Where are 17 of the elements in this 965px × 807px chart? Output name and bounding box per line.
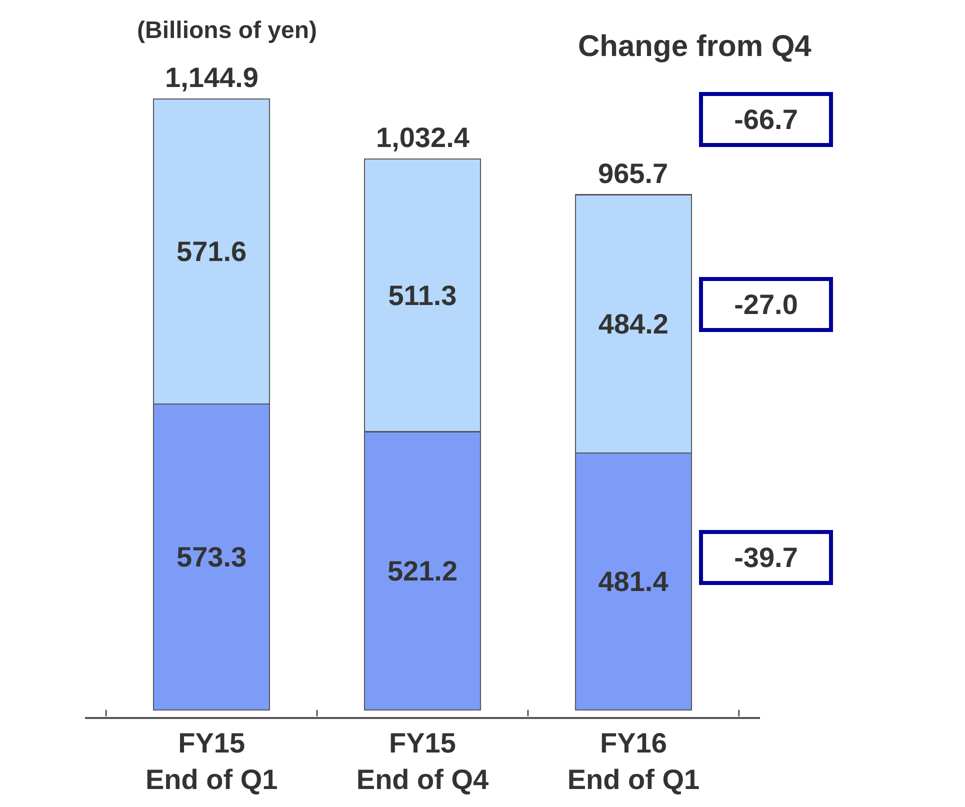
text: Change from Q4	[578, 30, 812, 63]
annotation: -66.7	[734, 104, 798, 135]
data-label: 521.2	[387, 555, 458, 586]
total-label: 965.7	[598, 158, 668, 189]
x-tick-label: FY15 End of Q4	[356, 727, 490, 795]
y-axis-title: (Billions of yen)	[137, 17, 317, 44]
data-label: 573.3	[176, 541, 247, 572]
total-label: 1,032.4	[376, 122, 470, 153]
x-tick-label: FY16 End of Q1	[567, 727, 700, 795]
total-label: 1,144.9	[165, 62, 258, 93]
annotation: -39.7	[734, 542, 798, 573]
data-label: 484.2	[598, 308, 668, 340]
data-label: 511.3	[388, 280, 457, 311]
data-label: 571.6	[176, 236, 247, 267]
x-tick-label: FY15 End of Q1	[145, 727, 278, 795]
annotation: -27.0	[734, 289, 798, 320]
data-label: 481.4	[598, 566, 669, 597]
